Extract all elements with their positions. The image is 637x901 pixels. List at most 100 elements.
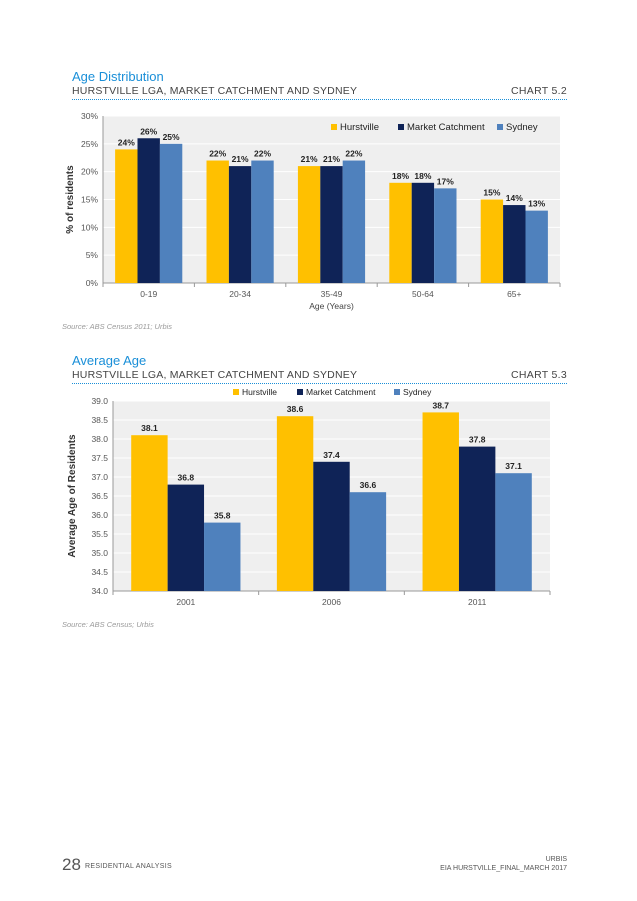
average-age-chart: 34.0 34.5 35.0 35.5 36.0 36.5 37.0 37.5 38.0 38.5… [67,387,551,607]
bar [503,205,526,283]
data-label: 18% [392,171,409,181]
y-tick-label: 37.0 [91,472,108,482]
x-tick-label: 65+ [507,289,521,299]
bar [320,166,343,283]
y-tick-label: 34.0 [91,586,108,596]
x-tick-label: 20-34 [229,289,251,299]
data-label: 17% [437,176,454,186]
data-label: 36.8 [178,473,195,483]
bar [167,484,205,591]
legend-swatch [394,389,400,395]
bar [204,522,241,591]
data-label: 24% [118,137,135,147]
bar [480,199,504,283]
y-tick-label: 38.0 [91,434,108,444]
data-label: 25% [163,132,180,142]
x-tick-label: 0-19 [140,289,157,299]
chart2-source: Source: ABS Census; Urbis [62,620,154,629]
data-label: 35.8 [214,511,231,521]
y-tick-label: 36.0 [91,510,108,520]
footer-company: URBIS [545,856,567,863]
data-label: 38.6 [287,404,304,414]
data-label: 38.1 [141,423,158,433]
legend-label: Market Catchment [306,387,376,397]
bar [206,160,229,283]
chart1-title: Age Distribution [72,69,164,84]
y-tick-label: 34.5 [91,567,108,577]
data-label: 38.7 [432,400,449,410]
legend-swatch [233,389,239,395]
chart1-subtitle: HURSTVILLE LGA, MARKET CATCHMENT AND SYD… [72,85,358,97]
bar [276,416,314,591]
chart2-number: CHART 5.3 [511,369,567,381]
y-tick-label: 37.5 [91,453,108,463]
data-label: 21% [301,154,318,164]
x-tick-label: 2001 [176,597,195,607]
y-tick-label: 30% [81,111,98,121]
legend-label: Market Catchment [407,122,485,133]
y-tick-label: 25% [81,139,98,149]
legend-swatch [497,124,503,130]
data-label: 22% [345,149,362,159]
y-tick-label: 15% [81,195,98,205]
bar [411,182,435,283]
y-tick-label: 39.0 [91,396,108,406]
legend-swatch [331,124,337,130]
data-label: 22% [209,149,226,159]
y-tick-label: 38.5 [91,415,108,425]
age-distribution-chart: 0% 5% 10% 15% 20% 25% 30% 24% 26% 25% 0-19 22% 21% 22… [65,111,561,311]
y-tick-label: 10% [81,222,98,232]
chart1-number: CHART 5.2 [511,85,567,97]
data-label: 18% [414,171,431,181]
bar [297,166,321,283]
bar [389,182,412,283]
legend-swatch [297,389,303,395]
x-tick-label: 2011 [468,597,487,607]
bar [422,412,459,591]
data-label: 37.1 [505,461,522,471]
data-label: 21% [232,154,249,164]
chart2-header-rule [72,383,567,384]
y-tick-label: 36.5 [91,491,108,501]
bar [228,166,252,283]
bar [458,446,496,591]
y-tick-label: 35.0 [91,548,108,558]
legend-label: Sydney [403,387,432,397]
data-label: 22% [254,149,271,159]
bar [115,149,138,283]
x-axis-title: Age (Years) [309,301,354,311]
data-label: 37.4 [323,450,340,460]
bar [495,473,532,591]
x-tick-label: 35-49 [321,289,343,299]
data-label: 14% [506,193,523,203]
bar [434,188,457,283]
footer-section: RESIDENTIAL ANALYSIS [85,863,172,870]
y-tick-label: 20% [81,167,98,177]
bar [313,461,350,591]
bar [159,143,183,283]
legend-label: Sydney [506,122,538,133]
data-label: 37.8 [469,435,486,445]
chart2-title: Average Age [72,353,147,368]
bar [349,492,387,591]
x-tick-label: 50-64 [412,289,434,299]
y-axis-title: % of residents [65,165,76,234]
y-tick-label: 0% [86,278,99,288]
y-tick-label: 35.5 [91,529,108,539]
bar [525,210,548,283]
legend-label: Hurstville [340,122,379,133]
data-label: 36.6 [360,480,377,490]
data-label: 21% [323,154,340,164]
data-label: 13% [528,199,545,209]
page-number: 28 [62,855,81,874]
chart1-header-rule [72,99,567,100]
chart1-source: Source: ABS Census 2011; Urbis [62,322,173,331]
data-label: 15% [483,188,500,198]
bar [251,160,274,283]
bar [342,160,366,283]
data-label: 26% [140,126,157,136]
x-tick-label: 2006 [322,597,341,607]
footer-document: EIA HURSTVILLE_FINAL_MARCH 2017 [440,865,567,872]
bar [137,138,160,283]
chart2-subtitle: HURSTVILLE LGA, MARKET CATCHMENT AND SYD… [72,369,358,381]
